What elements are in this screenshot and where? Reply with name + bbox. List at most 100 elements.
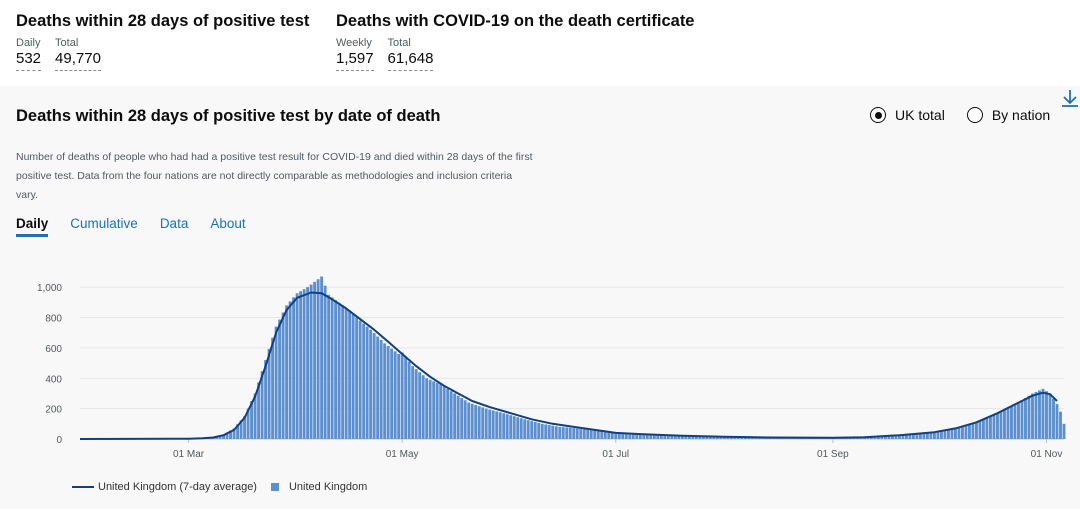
metric-daily: Daily 532 — [16, 37, 42, 71]
bar — [684, 436, 688, 439]
metric-value[interactable]: 61,648 — [387, 49, 434, 71]
bar — [271, 337, 275, 439]
bar — [904, 434, 908, 439]
bar — [355, 317, 359, 439]
bar — [715, 436, 719, 439]
bar — [999, 411, 1003, 439]
bar — [253, 393, 257, 439]
tab-cumulative[interactable]: Cumulative — [70, 216, 138, 231]
radio-uk-total[interactable]: UK total — [870, 107, 945, 123]
bar — [320, 276, 324, 439]
y-tick-label: 0 — [56, 435, 62, 446]
bar — [670, 435, 674, 439]
bar — [519, 418, 523, 439]
bar — [295, 293, 299, 439]
bar — [558, 426, 562, 439]
bar — [936, 431, 940, 439]
bar — [982, 419, 985, 439]
bar — [327, 294, 331, 439]
legend-line-swatch — [72, 485, 94, 489]
bar — [498, 412, 502, 439]
bar — [379, 339, 383, 439]
bar — [680, 435, 684, 439]
bar — [628, 433, 632, 439]
bar — [947, 429, 950, 439]
headline-death-certificate: Deaths with COVID-19 on the death certif… — [336, 12, 695, 71]
bar — [925, 432, 929, 439]
radio-circle[interactable] — [966, 107, 983, 123]
bar — [1048, 393, 1052, 439]
bar — [666, 435, 670, 439]
bar — [372, 333, 376, 439]
bar — [236, 424, 240, 439]
bar — [1006, 407, 1010, 439]
bar — [302, 289, 306, 439]
bar — [285, 305, 289, 439]
bar — [887, 435, 891, 439]
radio-circle-selected[interactable] — [870, 107, 886, 123]
bar — [575, 428, 579, 439]
bar — [414, 369, 418, 439]
bar — [1027, 395, 1031, 439]
bar — [250, 401, 254, 439]
bar — [677, 435, 681, 439]
bar — [1003, 409, 1006, 439]
tab-data[interactable]: Data — [159, 216, 189, 231]
radio-by-nation[interactable]: By nation — [966, 107, 1050, 123]
bar — [313, 281, 317, 439]
bar — [656, 434, 660, 439]
bar — [1010, 406, 1013, 439]
x-tick-label: 01 May — [386, 449, 419, 460]
bar — [453, 393, 457, 439]
bar — [582, 429, 586, 439]
bar — [638, 434, 642, 439]
bar — [876, 436, 880, 439]
bar — [533, 421, 537, 439]
tab-about[interactable]: About — [210, 216, 246, 231]
bar — [397, 353, 401, 439]
bar — [257, 382, 261, 439]
bar — [992, 414, 996, 439]
bar — [968, 424, 971, 439]
headline-deaths-28-days: Deaths within 28 days of positive test D… — [16, 12, 309, 71]
bar — [334, 300, 338, 439]
bar — [1062, 423, 1066, 439]
bar — [915, 433, 919, 439]
bar — [446, 388, 450, 439]
bar — [239, 420, 243, 439]
metric-value[interactable]: 1,597 — [336, 49, 374, 71]
bar — [1034, 391, 1038, 439]
bar — [369, 329, 373, 439]
bar — [232, 428, 236, 439]
bar — [589, 430, 593, 439]
metric-value[interactable]: 49,770 — [55, 49, 101, 71]
bar — [880, 436, 884, 439]
bar — [911, 433, 915, 439]
x-tick-label: 01 Jul — [602, 449, 629, 460]
bar — [439, 384, 443, 439]
metric-weekly: Weekly 1,597 — [336, 37, 374, 71]
bar — [1031, 393, 1034, 439]
download-icon[interactable] — [1060, 88, 1080, 110]
y-tick-label: 600 — [45, 344, 62, 355]
bar — [663, 435, 667, 439]
bar — [733, 436, 737, 439]
bar — [659, 435, 663, 439]
legend-label-line[interactable]: United Kingdom (7-day average) — [98, 481, 257, 493]
bar — [624, 433, 628, 439]
bar — [432, 381, 436, 439]
y-tick-label: 1,000 — [37, 283, 62, 294]
metric-label: Total — [55, 37, 79, 49]
bar — [281, 312, 285, 439]
bar — [929, 432, 933, 439]
bar — [954, 428, 957, 439]
metric-value[interactable]: 532 — [16, 49, 42, 71]
x-tick-label: 01 Nov — [1031, 449, 1063, 460]
tab-daily[interactable]: Daily — [16, 216, 49, 237]
chart-tabs: Daily Cumulative Data About — [16, 216, 268, 237]
bar — [386, 346, 390, 439]
bar — [260, 371, 264, 439]
legend-label-bar[interactable]: United Kingdom — [288, 481, 368, 493]
bar — [726, 436, 730, 439]
bar — [932, 432, 936, 439]
